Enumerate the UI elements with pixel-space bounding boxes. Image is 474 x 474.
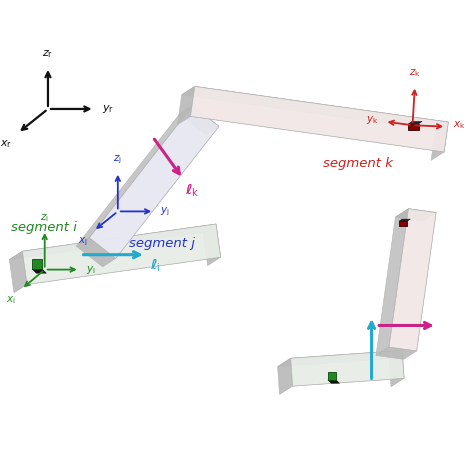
Polygon shape bbox=[191, 86, 448, 152]
Text: $z_{\rm r}$: $z_{\rm r}$ bbox=[42, 48, 54, 60]
Text: segment j: segment j bbox=[129, 237, 195, 250]
Polygon shape bbox=[203, 224, 221, 265]
Polygon shape bbox=[376, 209, 409, 356]
Polygon shape bbox=[32, 269, 46, 273]
Text: $\boldsymbol{\ell}_{\rm k}$: $\boldsymbol{\ell}_{\rm k}$ bbox=[185, 182, 200, 199]
Polygon shape bbox=[278, 358, 292, 394]
Text: $x_{\rm k}$: $x_{\rm k}$ bbox=[453, 119, 465, 131]
Text: $y_{\rm j}$: $y_{\rm j}$ bbox=[160, 205, 170, 218]
Polygon shape bbox=[76, 238, 116, 267]
Text: segment i: segment i bbox=[11, 221, 77, 234]
Text: $y_{\rm k}$: $y_{\rm k}$ bbox=[365, 114, 378, 126]
Text: $z_{\rm i}$: $z_{\rm i}$ bbox=[40, 212, 49, 224]
Polygon shape bbox=[431, 122, 448, 160]
Polygon shape bbox=[191, 86, 448, 152]
Bar bbox=[408, 124, 419, 129]
Bar bbox=[328, 372, 336, 380]
Text: $z_{\rm k}$: $z_{\rm k}$ bbox=[409, 67, 421, 79]
Text: $y_{\rm i}$: $y_{\rm i}$ bbox=[86, 264, 95, 275]
Polygon shape bbox=[22, 224, 221, 284]
Polygon shape bbox=[291, 350, 404, 386]
Polygon shape bbox=[389, 350, 404, 387]
Polygon shape bbox=[22, 224, 221, 284]
Polygon shape bbox=[278, 350, 402, 367]
Polygon shape bbox=[180, 106, 219, 135]
Polygon shape bbox=[177, 86, 195, 125]
Polygon shape bbox=[89, 106, 219, 258]
Bar bbox=[32, 259, 42, 269]
Polygon shape bbox=[376, 347, 417, 359]
Text: segment k: segment k bbox=[323, 157, 392, 170]
Polygon shape bbox=[9, 224, 216, 260]
Text: $\boldsymbol{\ell}_{\rm i}$: $\boldsymbol{\ell}_{\rm i}$ bbox=[150, 258, 161, 274]
Polygon shape bbox=[291, 350, 404, 386]
Polygon shape bbox=[399, 219, 410, 221]
Text: $y_{\rm r}$: $y_{\rm r}$ bbox=[101, 103, 114, 115]
Text: $x_{\rm r}$: $x_{\rm r}$ bbox=[0, 138, 12, 150]
Polygon shape bbox=[89, 106, 219, 258]
Polygon shape bbox=[76, 106, 192, 246]
Text: $x_{\rm j}$: $x_{\rm j}$ bbox=[78, 236, 88, 248]
Polygon shape bbox=[9, 251, 27, 293]
Polygon shape bbox=[408, 121, 422, 124]
Text: $x_{\rm i}$: $x_{\rm i}$ bbox=[6, 294, 16, 306]
Bar bbox=[399, 221, 408, 226]
Polygon shape bbox=[389, 209, 436, 351]
Polygon shape bbox=[395, 209, 436, 221]
Text: $z_{\rm j}$: $z_{\rm j}$ bbox=[113, 154, 122, 166]
Polygon shape bbox=[389, 209, 436, 351]
Polygon shape bbox=[328, 380, 339, 383]
Polygon shape bbox=[182, 86, 448, 130]
